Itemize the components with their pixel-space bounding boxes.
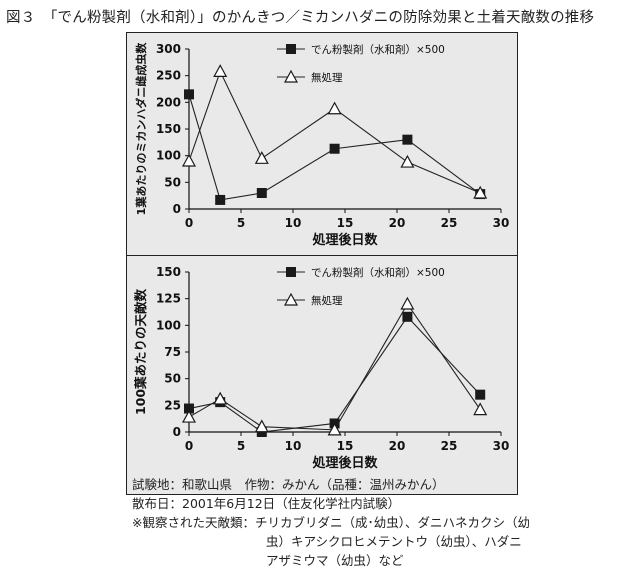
y-tick-label: 200 [156, 95, 181, 109]
y-tick-label: 25 [164, 398, 181, 412]
y-tick-label: 125 [156, 292, 181, 306]
x-tick-label: 25 [441, 216, 458, 230]
x-tick-label: 5 [237, 439, 245, 453]
data-point-0-0 [184, 89, 194, 100]
data-point-1-5 [473, 185, 488, 199]
data-point-0-3 [329, 143, 340, 154]
y-tick-label: 150 [156, 265, 181, 279]
y-tick-label: 300 [156, 42, 181, 56]
x-tick-label: 0 [185, 439, 193, 453]
legend-marker-1 [283, 69, 299, 83]
x-tick-label: 15 [337, 216, 354, 230]
legend-marker-1 [283, 292, 299, 306]
y-tick-label: 100 [156, 318, 181, 332]
y-tick-label: 0 [173, 425, 181, 439]
data-point-1-5 [473, 402, 488, 416]
data-point-1-0 [181, 409, 197, 423]
x-tick-label: 20 [389, 216, 406, 230]
data-point-0-1 [215, 194, 226, 205]
y-tick-label: 150 [156, 122, 181, 136]
data-point-1-1 [213, 64, 228, 78]
chart-natural-enemies: 0 25 50 75 100 125 150 0 5 10 15 20 25 30 処理後日数 100葉あたり… [133, 265, 510, 471]
y-tick-label: 100 [156, 149, 181, 163]
data-point-1-3 [327, 422, 342, 436]
x-tick-label: 5 [237, 216, 245, 230]
x-axis-title: 処理後日数 [311, 455, 378, 471]
data-point-1-4 [400, 296, 415, 310]
x-tick-label: 15 [337, 439, 354, 453]
chart-panel-mite: 0 50 100 150 200 250 300 0 5 10 15 20 25 30 処理後日数 1葉あたり… [126, 32, 518, 272]
figure-title: 図３ 「でん粉製剤（水和剤）」のかんきつ／ミカンハダニの防除効果と土着天敵数の推… [6, 10, 595, 26]
data-point-1-1 [213, 391, 228, 405]
data-point-1-4 [400, 154, 415, 168]
legend-label-1: 無処理 [311, 71, 343, 84]
x-axis-title: 処理後日数 [311, 232, 378, 248]
notes: 試験地：和歌山県 作物：みかん（品種：温州みかん） 散布日：2001年6月12日… [132, 475, 530, 570]
legend-marker-0 [286, 267, 296, 277]
x-tick-label: 10 [285, 439, 302, 453]
chart-panel-enemies: 0 25 50 75 100 125 150 0 5 10 15 20 25 30 処理後日数 100葉あたり… [126, 255, 518, 495]
series-line-1 [188, 69, 481, 194]
x-tick-label: 30 [493, 439, 510, 453]
data-point-1-2 [254, 151, 269, 164]
y-tick-label: 250 [156, 69, 181, 83]
x-tick-label: 0 [185, 216, 193, 230]
legend-marker-0 [286, 44, 296, 54]
data-point-0-4 [402, 311, 413, 322]
y-tick-label: 75 [164, 345, 181, 359]
data-point-0-4 [402, 134, 413, 145]
legend-label-0: でん粉製剤（水和剤）×500 [311, 266, 445, 279]
series-line-0 [188, 94, 481, 201]
note-test-site: 試験地：和歌山県 作物：みかん（品種：温州みかん） [132, 477, 445, 492]
data-point-1-3 [327, 101, 342, 115]
note-enemies-2: 虫）キアシクロヒメテントウ（幼虫）、ハダニ [266, 534, 522, 549]
y-tick-label: 50 [164, 175, 181, 189]
x-tick-label: 10 [285, 216, 302, 230]
data-point-0-0 [184, 403, 194, 414]
data-point-0-5 [475, 389, 486, 400]
data-point-1-0 [181, 153, 197, 167]
note-spray-date: 散布日：2001年6月12日（住友化学社内試験） [132, 496, 401, 511]
legend-label-1: 無処理 [311, 294, 343, 307]
data-point-1-2 [254, 419, 269, 433]
y-tick-label: 0 [173, 202, 181, 216]
note-enemies-1: ※観察された天敵類：チリカブリダニ（成･幼虫）、ダニハネカクシ（幼 [132, 515, 530, 530]
y-axis-title: 1葉あたりのミカンハダニ雌成虫数 [134, 42, 148, 216]
chart-mite: 0 50 100 150 200 250 300 0 5 10 15 20 25 30 処理後日数 1葉あたり… [134, 42, 510, 248]
note-enemies-3: アザミウマ（幼虫）など [266, 553, 404, 568]
y-tick-label: 50 [164, 372, 181, 386]
y-axis-title: 100葉あたりの天敵数 [133, 288, 148, 415]
data-point-0-2 [256, 188, 267, 198]
legend-label-0: でん粉製剤（水和剤）×500 [311, 43, 445, 56]
x-tick-label: 25 [441, 439, 458, 453]
x-tick-label: 20 [389, 439, 406, 453]
series-line-0 [188, 315, 481, 433]
x-tick-label: 30 [493, 216, 510, 230]
